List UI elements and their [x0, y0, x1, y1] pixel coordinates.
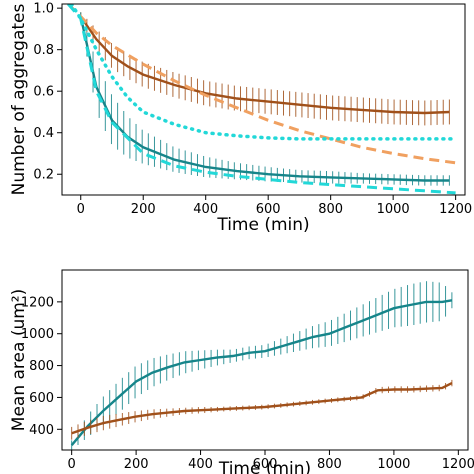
x-tick-label: 400 — [193, 202, 218, 217]
x-tick-label: 400 — [188, 457, 213, 472]
series-1 — [71, 379, 453, 440]
x-tick-label: 800 — [317, 457, 342, 472]
x-tick-label: 800 — [318, 202, 343, 217]
x-tick-label: 0 — [68, 457, 76, 472]
series-line — [79, 15, 450, 115]
x-axis-label: Time (min) — [218, 459, 311, 474]
x-tick-label: 0 — [77, 202, 85, 217]
series-line — [67, 4, 456, 165]
aggregates-panel: 0 200 400 600 800 1000 1200 0.2 0.4 0.6 0.8 1.0 Time… — [9, 2, 472, 235]
series-0 — [79, 12, 450, 126]
series-3 — [69, 4, 458, 141]
y-axis-label: Number of aggregates — [9, 3, 29, 195]
x-tick-label: 200 — [124, 457, 149, 472]
y-tick-label: 400 — [29, 423, 54, 438]
y-tick-label: 0.2 — [33, 168, 54, 183]
x-tick-label: 1000 — [377, 202, 410, 217]
x-tick-label: 600 — [256, 202, 281, 217]
series-line — [71, 382, 453, 435]
x-tick-label: 600 — [253, 457, 278, 472]
y-tick-label: 0.4 — [33, 126, 54, 141]
x-axis-label: Time (min) — [216, 215, 309, 235]
y-tick-label: 1.0 — [33, 2, 54, 17]
plot-area — [67, 4, 458, 195]
axes: 0 200 400 600 800 1000 1200 400 600 800 1000 1200 Ti… — [9, 269, 474, 474]
x-tick-label: 1200 — [439, 202, 472, 217]
y-tick-label: 0.6 — [33, 85, 54, 100]
y-tick-label: 1200 — [21, 295, 54, 310]
y-tick-label: 0.8 — [33, 43, 54, 58]
series-0 — [70, 281, 453, 450]
y-tick-label: 800 — [29, 359, 54, 374]
series-4 — [67, 4, 456, 195]
series-2 — [67, 4, 456, 165]
axes-frame — [61, 3, 466, 196]
y-tick-label: 600 — [29, 391, 54, 406]
plot-area — [70, 281, 453, 450]
x-tick-label: 200 — [131, 202, 156, 217]
y-axis-label: Mean area (um²) — [9, 289, 29, 431]
series-line — [70, 299, 453, 446]
series-line — [69, 4, 458, 141]
x-tick-label: 1200 — [442, 457, 474, 472]
axes: 0 200 400 600 800 1000 1200 0.2 0.4 0.6 0.8 1.0 Time… — [9, 2, 472, 235]
series-line — [67, 4, 456, 195]
x-tick-label: 1000 — [377, 457, 410, 472]
mean-area-panel: 0 200 400 600 800 1000 1200 400 600 800 1000 1200 Ti… — [9, 269, 474, 474]
y-tick-label: 1000 — [21, 327, 54, 342]
